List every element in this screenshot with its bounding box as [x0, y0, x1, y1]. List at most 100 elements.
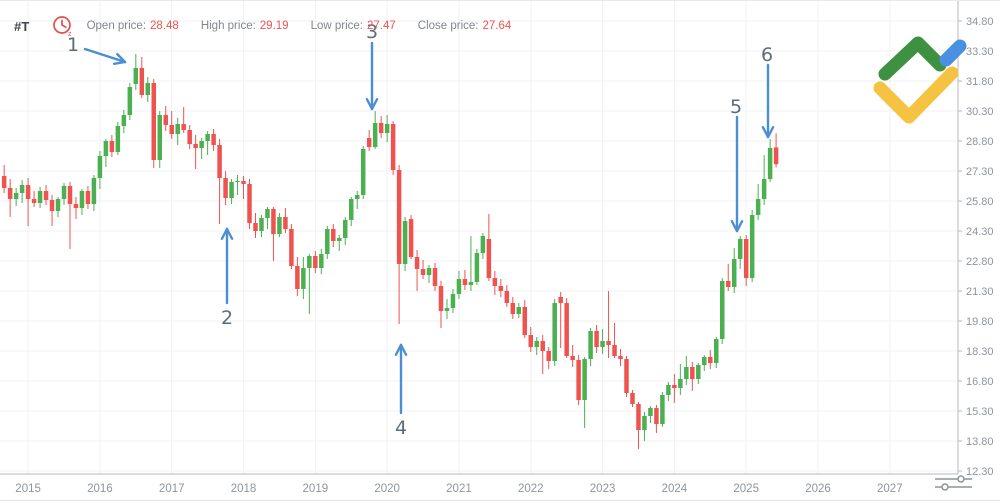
candle-body [73, 204, 79, 208]
candle-body [719, 281, 725, 339]
candle-body [13, 193, 19, 199]
candle-body [492, 278, 498, 286]
x-axis-label: 2022 [518, 483, 544, 495]
symbol-label[interactable]: #T [14, 18, 30, 34]
candle-body [504, 291, 510, 303]
x-axis-label: 2021 [446, 483, 472, 495]
y-axis-label: 30.30 [966, 106, 994, 118]
candle-body [696, 365, 701, 379]
annotation-number: 1 [67, 34, 79, 56]
candle-body [271, 209, 276, 234]
annotations: 1 2 3 4 5 6 [67, 21, 775, 439]
x-axis-label: 2015 [15, 483, 41, 495]
candle-body [761, 179, 767, 199]
grid-lines [0, 1, 958, 474]
candle-body [139, 68, 145, 95]
annotation-arrow-5: 5 [730, 96, 744, 233]
candle-body [636, 404, 641, 430]
x-axis-label: 2018 [231, 483, 257, 495]
candle-body [624, 359, 629, 393]
candle-body [612, 345, 617, 356]
candle-body [319, 254, 324, 268]
y-axis-label: 31.80 [966, 76, 994, 88]
sliders-icon[interactable] [930, 472, 976, 499]
low-price-value: 27.47 [366, 20, 396, 32]
candle-body [678, 379, 683, 388]
y-axis-label: 16.80 [966, 376, 994, 388]
candle-body [480, 236, 486, 253]
y-axis-label: 34.80 [966, 16, 994, 28]
candle-body [199, 141, 204, 148]
high-price: High price: 29.19 [201, 20, 289, 32]
candle-body [85, 191, 91, 204]
candle-body [642, 416, 647, 430]
candle-body [606, 341, 611, 345]
annotation-arrow-1: 1 [67, 34, 127, 66]
high-price-value: 29.19 [259, 20, 289, 32]
candle-body [450, 294, 456, 308]
candle-body [731, 259, 737, 287]
candle-body [289, 229, 294, 266]
candle-body [402, 221, 408, 264]
candle-body [277, 217, 282, 234]
candle-body [205, 134, 210, 141]
y-axis-label: 21.30 [966, 286, 994, 298]
candle-body [444, 308, 450, 311]
candle-body [684, 367, 689, 379]
price-scale[interactable]: 34.80 33.30 31.80 30.30 28.80 27.30 25.80 24.30… [958, 16, 994, 478]
candle-body [295, 266, 300, 289]
x-axis-label: 2027 [877, 483, 903, 495]
candle-body [43, 191, 49, 200]
x-axis-label: 2026 [805, 483, 831, 495]
candle-body [516, 307, 522, 314]
candle-body [229, 182, 234, 198]
candle-body [247, 184, 252, 223]
candle-body [378, 123, 384, 133]
low-price: Low price: 27.47 [311, 20, 396, 32]
y-axis-label: 24.30 [966, 226, 994, 238]
candle-body [265, 209, 270, 218]
candle-body [163, 115, 168, 125]
candle-body [103, 141, 109, 156]
candle-body [127, 87, 133, 115]
candle-body [331, 229, 336, 241]
annotation-number: 5 [730, 96, 742, 118]
annotation-arrow-2: 2 [220, 227, 234, 329]
time-scale[interactable]: 2015 2016 2017 2018 2019 2020 2021 2022 2023 2024… [15, 483, 902, 495]
annotation-number: 6 [761, 44, 773, 66]
candle-body [313, 256, 318, 268]
candle-body [672, 385, 677, 388]
y-axis-label: 27.30 [966, 166, 994, 178]
candle-body [528, 335, 534, 347]
candle-body [600, 341, 605, 347]
candle-body [690, 367, 695, 379]
candle-body [420, 269, 426, 275]
candle-body [217, 145, 222, 178]
candle-body [576, 360, 581, 400]
candle-body [325, 229, 330, 254]
candle-body [31, 199, 37, 203]
annotation-arrow-4: 4 [394, 343, 408, 439]
x-axis-label: 2024 [662, 483, 688, 495]
candle-body [241, 181, 246, 184]
candle-body [283, 217, 288, 229]
open-price-value: 28.48 [150, 20, 179, 32]
annotation-arrow-3: 3 [365, 21, 379, 111]
y-axis-label: 22.80 [966, 256, 994, 268]
candle-body [49, 200, 55, 211]
candle-body [354, 195, 360, 199]
candle-body [540, 341, 545, 351]
candle-body [618, 356, 623, 359]
candle-body [414, 257, 420, 269]
candle-body [235, 181, 240, 182]
candle-body [223, 178, 228, 198]
candle-body [301, 268, 306, 289]
clock-icon: z [51, 14, 75, 38]
candle-body [438, 286, 444, 311]
candle-body [666, 385, 671, 395]
candle-body [61, 186, 67, 199]
candle-body [773, 147, 779, 165]
candle-body [767, 148, 773, 179]
